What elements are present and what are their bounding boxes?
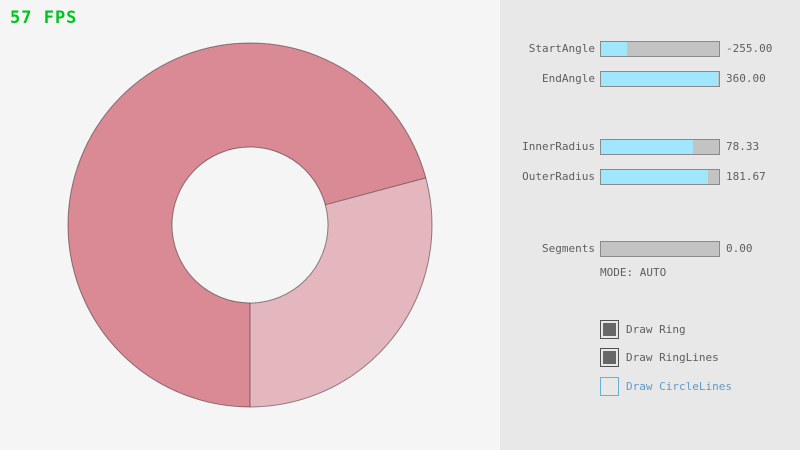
start-angle-slider-fill [601, 42, 627, 56]
draw-ring-row: Draw Ring [600, 320, 686, 339]
start-angle-row: StartAngle -255.00 [500, 41, 800, 57]
ring-segment-dark [68, 43, 426, 408]
ring-segment-light [250, 177, 433, 407]
controls-panel: StartAngle -255.00 EndAngle 360.00 Inner… [500, 0, 800, 450]
draw-circlelines-label: Draw CircleLines [626, 380, 732, 393]
end-angle-value: 360.00 [726, 72, 766, 85]
end-angle-label: EndAngle [542, 72, 595, 85]
segments-slider[interactable] [600, 241, 720, 257]
ring-outer-outline [67, 42, 433, 408]
draw-ring-checkbox[interactable] [600, 320, 619, 339]
end-angle-row: EndAngle 360.00 [500, 71, 800, 87]
draw-ring-label: Draw Ring [626, 323, 686, 336]
mode-label: MODE: AUTO [600, 266, 667, 279]
draw-ringlines-checkbox[interactable] [600, 348, 619, 367]
inner-radius-slider-fill [601, 140, 694, 154]
end-angle-slider-fill [601, 72, 718, 86]
segments-row: Segments 0.00 [500, 241, 800, 257]
render-canvas: 57 FPS [10, 8, 433, 408]
outer-radius-slider[interactable] [600, 169, 720, 185]
start-angle-label: StartAngle [528, 42, 595, 55]
ring-outline [67, 42, 433, 408]
draw-circlelines-row: Draw CircleLines [600, 377, 732, 396]
outer-radius-label: OuterRadius [522, 170, 595, 183]
draw-circlelines-checkbox[interactable] [600, 377, 619, 396]
draw-ring-checkmark [603, 323, 616, 336]
outer-radius-slider-fill [601, 170, 709, 184]
fps-counter: 57 FPS [10, 8, 78, 28]
inner-radius-value: 78.33 [726, 140, 760, 153]
start-angle-slider[interactable] [600, 41, 720, 57]
inner-radius-row: InnerRadius 78.33 [500, 139, 800, 155]
segments-label: Segments [542, 242, 595, 255]
outer-radius-row: OuterRadius 181.67 [500, 169, 800, 185]
segments-value: 0.00 [726, 242, 753, 255]
ring-inner-outline [171, 146, 329, 304]
draw-ringlines-row: Draw RingLines [600, 348, 719, 367]
ring-segment-line-right [325, 177, 426, 206]
draw-ringlines-checkmark [603, 351, 616, 364]
ring-drawing [67, 42, 433, 408]
end-angle-slider[interactable] [600, 71, 720, 87]
start-angle-value: -255.00 [726, 42, 773, 55]
draw-ringlines-label: Draw RingLines [626, 351, 719, 364]
outer-radius-value: 181.67 [726, 170, 766, 183]
inner-radius-label: InnerRadius [522, 140, 595, 153]
inner-radius-slider[interactable] [600, 139, 720, 155]
